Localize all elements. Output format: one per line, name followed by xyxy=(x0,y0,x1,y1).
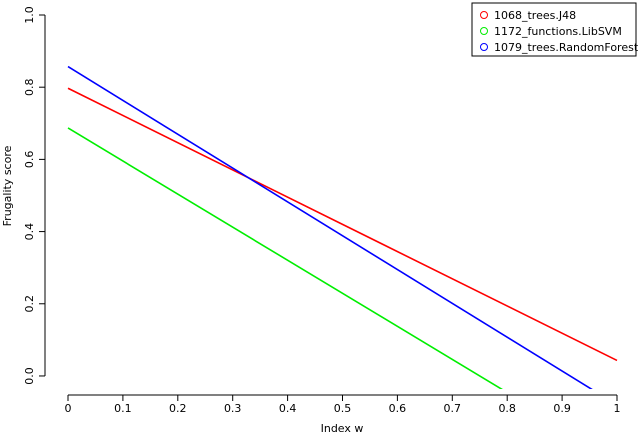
y-tick-label: 0.6 xyxy=(23,151,36,169)
legend-label: 1172_functions.LibSVM xyxy=(494,25,622,38)
legend-label: 1068_trees.J48 xyxy=(494,9,576,22)
x-tick-label: 0.1 xyxy=(114,402,132,415)
legend-label: 1079_trees.RandomForest xyxy=(494,41,639,54)
series-line xyxy=(67,127,503,389)
y-axis-label: Frugality score xyxy=(1,145,14,226)
legend-marker xyxy=(480,27,488,35)
legend-box xyxy=(471,2,637,57)
y-tick-label: 0.8 xyxy=(23,78,36,96)
x-tick-label: 0 xyxy=(65,402,72,415)
x-tick-label: 0.3 xyxy=(224,402,242,415)
x-tick-label: 0.4 xyxy=(279,402,297,415)
series-line xyxy=(67,87,618,362)
x-tick-label: 0.7 xyxy=(444,402,462,415)
x-tick-label: 0.5 xyxy=(334,402,352,415)
plot-area xyxy=(67,65,618,389)
x-tick-label: 0.6 xyxy=(389,402,407,415)
x-axis-label: Index w xyxy=(321,422,364,435)
x-tick-label: 1 xyxy=(614,402,621,415)
y-tick-label: 0.4 xyxy=(23,223,36,241)
x-tick-label: 0.9 xyxy=(553,402,571,415)
y-tick-label: 0.0 xyxy=(23,367,36,385)
y-tick-label: 1.0 xyxy=(23,6,36,24)
legend-marker xyxy=(480,43,488,51)
y-tick-label: 0.2 xyxy=(23,295,36,313)
legend-marker xyxy=(480,11,488,19)
series-line xyxy=(67,65,593,389)
x-tick-label: 0.2 xyxy=(169,402,187,415)
x-tick-label: 0.8 xyxy=(498,402,516,415)
